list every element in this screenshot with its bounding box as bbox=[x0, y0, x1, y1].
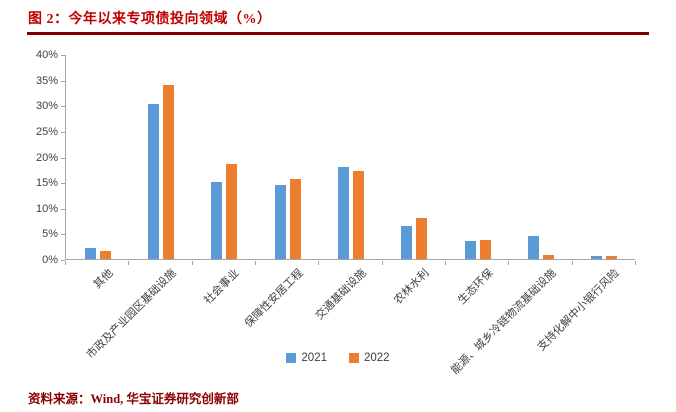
bar-2021 bbox=[528, 235, 539, 259]
y-tick-label: 0% bbox=[42, 254, 58, 266]
y-tick-label: 40% bbox=[35, 49, 58, 61]
bar-2022 bbox=[543, 254, 554, 259]
y-tick-mark bbox=[61, 80, 65, 82]
legend-swatch-icon bbox=[349, 353, 359, 363]
chart-legend: 2021 2022 bbox=[0, 352, 676, 364]
x-category-label-text: 交通基础设施 bbox=[313, 267, 369, 323]
grouped-bar-chart: 0% 5% 10% 15% 20% 25% 30% 35% 40% 其他 市政及产业园区基础设施社… bbox=[0, 45, 676, 385]
source-note: 资料来源：Wind, 华宝证券研究创新部 bbox=[28, 392, 239, 406]
x-tick-mark bbox=[318, 261, 320, 265]
y-tick-label: 25% bbox=[35, 125, 58, 138]
bar-2021 bbox=[591, 256, 603, 259]
plot-area bbox=[65, 55, 635, 260]
x-category-label-text: 生态环保 bbox=[455, 267, 496, 307]
y-tick-mark bbox=[61, 208, 65, 210]
y-tick-mark bbox=[61, 106, 65, 108]
x-tick-mark bbox=[128, 261, 130, 265]
y-tick-mark bbox=[61, 260, 65, 261]
x-tick-mark bbox=[571, 261, 573, 265]
bar-2021 bbox=[274, 185, 286, 259]
bar-2021 bbox=[338, 167, 349, 259]
bar-2022 bbox=[416, 218, 428, 259]
legend-swatch-icon bbox=[286, 353, 297, 363]
bar-2021 bbox=[464, 241, 476, 259]
bar-2022 bbox=[606, 256, 618, 259]
x-tick-mark bbox=[191, 261, 193, 265]
x-tick-mark bbox=[381, 261, 383, 265]
x-category-label-text: 农林水利 bbox=[392, 267, 432, 307]
bar-2021 bbox=[211, 182, 223, 259]
bar-2022 bbox=[99, 250, 111, 259]
bar-2022 bbox=[479, 240, 491, 259]
y-tick-label: 10% bbox=[35, 202, 58, 215]
bar-2022 bbox=[353, 170, 364, 259]
bar-2022 bbox=[289, 179, 301, 259]
x-category-label-text: 保障性安居工程 bbox=[242, 267, 306, 331]
legend-item-2022: 2022 bbox=[349, 352, 390, 364]
legend-label: 2022 bbox=[364, 352, 390, 364]
y-tick-mark bbox=[61, 183, 65, 185]
y-tick-mark bbox=[61, 234, 65, 236]
bar-2022 bbox=[163, 84, 174, 259]
legend-label: 2021 bbox=[301, 352, 327, 364]
figure-title: 图 2：今年以来专项债投向领域（%） bbox=[28, 12, 272, 27]
y-tick-label: 5% bbox=[42, 228, 58, 241]
legend-item-2021: 2021 bbox=[286, 352, 327, 364]
x-tick-mark bbox=[65, 261, 66, 265]
bar-2021 bbox=[84, 248, 96, 259]
x-tick-mark bbox=[255, 261, 256, 265]
x-category-label-text: 社会事业 bbox=[202, 267, 242, 307]
x-tick-mark bbox=[635, 261, 636, 265]
y-tick-label: 35% bbox=[35, 74, 58, 87]
bar-2022 bbox=[226, 164, 238, 259]
bar-2021 bbox=[401, 226, 413, 259]
x-category-label-text: 其他 bbox=[91, 267, 116, 292]
y-tick-label: 30% bbox=[35, 100, 58, 113]
y-tick-mark bbox=[61, 157, 65, 159]
bar-2021 bbox=[148, 103, 159, 259]
title-divider bbox=[27, 32, 649, 35]
x-tick-mark bbox=[445, 261, 446, 265]
y-tick-mark bbox=[61, 55, 65, 56]
y-tick-label: 15% bbox=[35, 177, 58, 190]
y-tick-mark bbox=[61, 131, 65, 133]
x-tick-mark bbox=[508, 261, 510, 265]
y-tick-label: 20% bbox=[35, 151, 58, 164]
